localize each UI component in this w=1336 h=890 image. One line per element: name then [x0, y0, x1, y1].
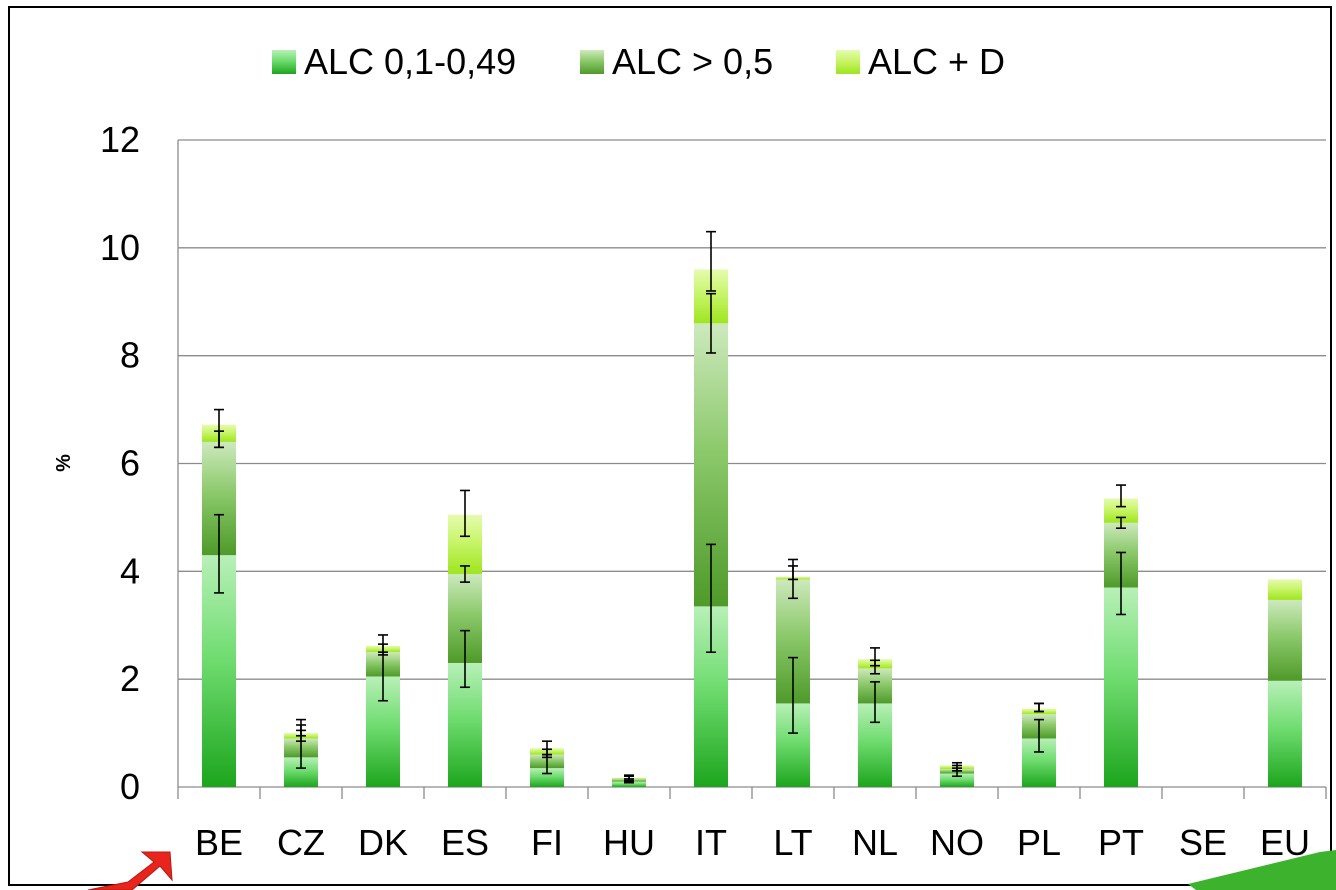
error-bar [1116, 551, 1126, 616]
legend-item: ALC + D [836, 41, 1005, 82]
y-tick-label: 6 [120, 443, 140, 484]
error-bars [214, 230, 1126, 784]
error-bar [214, 408, 224, 449]
error-bar [460, 629, 470, 689]
bar-segment [1268, 599, 1302, 681]
legend-item: ALC 0,1-0,49 [272, 41, 516, 82]
bar-segment [202, 555, 236, 787]
x-tick-label: NO [930, 822, 984, 863]
y-axis-label: % [53, 454, 75, 472]
x-tick-label: SE [1179, 822, 1227, 863]
x-tick-label: BE [195, 822, 243, 863]
error-bar [296, 718, 306, 737]
chart-frame: 0 2 4 6 8 10 12 BE CZ DK ES FI HU IT LT NL NO PL PT SE EU AL… [8, 6, 1332, 886]
legend-item: ALC > 0,5 [580, 41, 773, 82]
bar-segment [1104, 587, 1138, 787]
x-tick-label: HU [603, 822, 655, 863]
legend-swatch [580, 50, 604, 74]
error-bar [624, 774, 634, 783]
error-bar [870, 681, 880, 724]
y-tick-label: 2 [120, 658, 140, 699]
error-bar [1116, 484, 1126, 508]
green-arrow-icon [1188, 850, 1336, 890]
error-bar [460, 565, 470, 583]
x-tick-label: PL [1017, 822, 1061, 863]
error-bar [706, 292, 716, 354]
x-tick-label: CZ [277, 822, 325, 863]
bar-segment [1268, 680, 1302, 787]
y-tick-label: 12 [100, 119, 140, 160]
red-arrow-icon [87, 851, 173, 890]
axis-labels: 0 2 4 6 8 10 12 BE CZ DK ES FI HU IT LT NL NO PL PT SE EU [100, 119, 1310, 863]
legend-label: ALC + D [868, 41, 1005, 82]
error-bar [1034, 718, 1044, 753]
error-bar [788, 656, 798, 734]
x-tick-label: FI [531, 822, 563, 863]
x-tick-label: PT [1098, 822, 1144, 863]
y-tick-label: 4 [120, 550, 140, 591]
y-tick-label: 10 [100, 227, 140, 268]
x-tick-label: IT [695, 822, 727, 863]
error-bar [378, 634, 388, 654]
error-bar [1034, 702, 1044, 713]
legend-swatch [836, 50, 860, 74]
y-tick-label: 8 [120, 335, 140, 376]
legend-label: ALC > 0,5 [612, 41, 773, 82]
error-bar [214, 513, 224, 594]
x-tick-label: DK [358, 822, 408, 863]
error-bar [706, 230, 716, 292]
error-bar [460, 489, 470, 538]
bar-segment [612, 781, 646, 787]
stacked-bar-chart: 0 2 4 6 8 10 12 BE CZ DK ES FI HU IT LT NL NO PL PT SE EU AL… [53, 41, 1327, 863]
bar-segment [940, 773, 974, 787]
legend-swatch [272, 50, 296, 74]
error-bar [1116, 516, 1126, 530]
x-tick-label: ES [441, 822, 489, 863]
legend: ALC 0,1-0,49 ALC > 0,5 ALC + D [272, 41, 1005, 82]
bar-segment [530, 768, 564, 787]
error-bar [788, 558, 798, 581]
error-bar [706, 543, 716, 654]
x-tick-label: LT [773, 822, 812, 863]
legend-label: ALC 0,1-0,49 [304, 41, 516, 82]
bar-segment [1268, 579, 1302, 600]
y-tick-label: 0 [120, 766, 140, 807]
error-bar [870, 647, 880, 667]
error-bar [542, 740, 552, 756]
error-bar [952, 761, 962, 772]
x-tick-label: NL [852, 822, 898, 863]
x-tick-label: EU [1260, 822, 1310, 863]
